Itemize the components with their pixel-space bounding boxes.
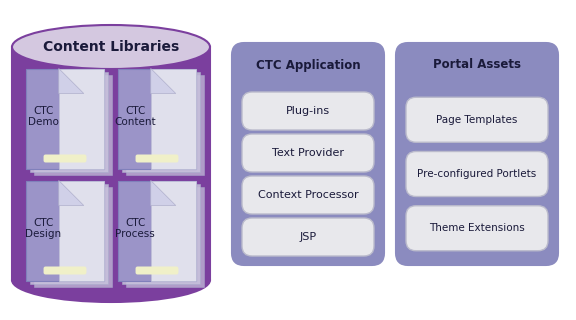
Ellipse shape [12,258,210,302]
Bar [12,47,210,280]
Text: Portal Assets: Portal Assets [433,59,521,71]
Bar [126,75,204,174]
Polygon shape [59,68,84,93]
Bar [118,68,196,169]
Bar [122,183,200,284]
Text: CTC
Demo: CTC Demo [28,106,59,127]
Text: Page Templates: Page Templates [436,115,518,125]
FancyBboxPatch shape [406,151,548,196]
FancyBboxPatch shape [242,218,374,256]
FancyBboxPatch shape [232,43,384,265]
FancyBboxPatch shape [406,206,548,251]
Bar [122,71,200,172]
Bar [26,180,104,281]
FancyBboxPatch shape [44,267,86,275]
Polygon shape [59,180,104,281]
Bar [30,183,108,284]
Text: JSP: JSP [300,232,317,242]
FancyBboxPatch shape [406,97,548,142]
Text: Content Libraries: Content Libraries [43,40,179,54]
FancyBboxPatch shape [242,176,374,214]
Text: Pre-configured Portlets: Pre-configured Portlets [418,169,537,179]
Polygon shape [151,68,176,93]
Text: CTC
Design: CTC Design [25,218,61,239]
Text: CTC
Process: CTC Process [115,218,155,239]
Text: Theme Extensions: Theme Extensions [429,223,525,233]
Text: Text Provider: Text Provider [272,148,344,158]
Text: Context Processor: Context Processor [257,190,358,200]
Text: CTC
Content: CTC Content [115,106,156,127]
Text: CTC Application: CTC Application [256,59,361,71]
Bar [34,75,112,174]
Polygon shape [151,68,196,169]
Bar [30,71,108,172]
FancyBboxPatch shape [135,267,179,275]
FancyBboxPatch shape [242,92,374,130]
Polygon shape [151,180,196,281]
Bar [26,68,104,169]
Bar [34,187,112,286]
Ellipse shape [12,25,210,69]
FancyBboxPatch shape [44,155,86,163]
FancyBboxPatch shape [135,155,179,163]
Polygon shape [151,180,176,205]
Bar [126,187,204,286]
Polygon shape [59,180,84,205]
Polygon shape [59,68,104,169]
FancyBboxPatch shape [242,134,374,172]
FancyBboxPatch shape [396,43,558,265]
Bar [118,180,196,281]
Text: Plug-ins: Plug-ins [286,106,330,116]
